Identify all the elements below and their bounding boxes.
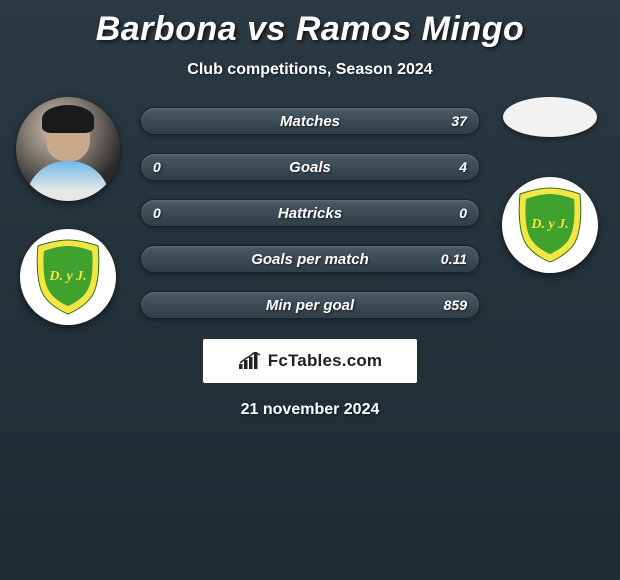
comparison-date: 21 november 2024 — [241, 401, 380, 419]
stat-right-value: 4 — [459, 159, 467, 175]
stat-right-value: 859 — [444, 297, 467, 313]
avatar-hair — [42, 105, 94, 133]
stat-row-goals: 0 Goals 4 — [140, 153, 480, 181]
player2-avatar-placeholder — [503, 97, 597, 137]
branding-badge[interactable]: FcTables.com — [203, 339, 417, 383]
stat-left-value: 0 — [153, 159, 161, 175]
stat-left-value: 0 — [153, 205, 161, 221]
stat-row-matches: Matches 37 — [140, 107, 480, 135]
player1-club-badge: D. y J. — [20, 229, 116, 325]
stat-label: Matches — [280, 113, 340, 130]
stat-row-min-per-goal: Min per goal 859 — [140, 291, 480, 319]
comparison-card: Barbona vs Ramos Mingo Club competitions… — [0, 0, 620, 419]
shield-icon: D. y J. — [514, 186, 586, 264]
stat-row-hattricks: 0 Hattricks 0 — [140, 199, 480, 227]
stat-right-value: 0 — [459, 205, 467, 221]
page-title: Barbona vs Ramos Mingo — [96, 10, 525, 49]
stat-right-value: 37 — [451, 113, 467, 129]
stat-label: Goals — [289, 159, 331, 176]
stat-label: Goals per match — [251, 251, 369, 268]
right-player-column: D. y J. — [490, 97, 610, 273]
stats-list: Matches 37 0 Goals 4 0 Hattricks 0 Goals… — [140, 107, 480, 319]
stat-label: Hattricks — [278, 205, 342, 222]
branding-text: FcTables.com — [268, 351, 383, 371]
shield-text: D. y J. — [530, 217, 568, 232]
player2-club-badge: D. y J. — [502, 177, 598, 273]
player1-avatar — [16, 97, 120, 201]
shield-icon: D. y J. — [32, 238, 104, 316]
stat-right-value: 0.11 — [441, 251, 467, 267]
left-player-column: D. y J. — [8, 97, 128, 325]
bar-chart-icon — [238, 352, 262, 370]
avatar-body — [26, 161, 110, 201]
stat-label: Min per goal — [266, 297, 354, 314]
main-row: D. y J. Matches 37 0 Goals 4 0 Hattricks… — [0, 107, 620, 319]
stat-row-goals-per-match: Goals per match 0.11 — [140, 245, 480, 273]
shield-text: D. y J. — [48, 269, 86, 284]
subtitle: Club competitions, Season 2024 — [187, 61, 432, 79]
